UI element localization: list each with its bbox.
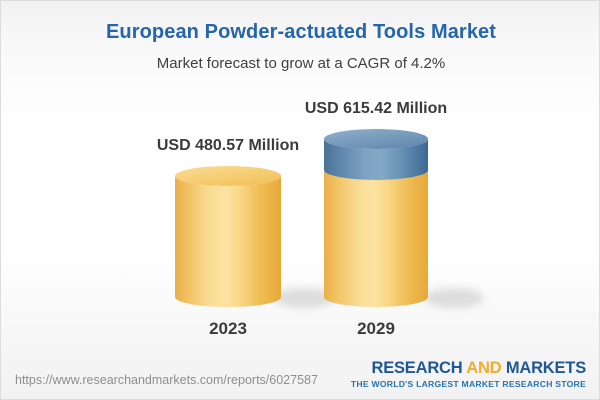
logo-wordmark: RESEARCH AND MARKETS bbox=[351, 360, 586, 377]
cylinder-2029-top bbox=[324, 129, 428, 149]
cylinder-2029-base-segment bbox=[324, 170, 428, 307]
research-and-markets-logo: RESEARCH AND MARKETS THE WORLD'S LARGEST… bbox=[351, 360, 586, 388]
logo-word-markets: MARKETS bbox=[505, 359, 586, 377]
category-label-2023: 2023 bbox=[209, 319, 247, 338]
cylinder-2023-top bbox=[175, 166, 281, 186]
value-label-2029: USD 615.42 Million bbox=[304, 100, 448, 117]
logo-tagline: THE WORLD'S LARGEST MARKET RESEARCH STOR… bbox=[350, 378, 586, 389]
cylinder-2023-shadow bbox=[274, 288, 334, 308]
value-label-2023: USD 480.57 Million bbox=[156, 137, 300, 154]
cylinder-2029-growth-segment bbox=[324, 139, 428, 180]
category-label-2029: 2029 bbox=[357, 319, 395, 338]
logo-word-research: RESEARCH bbox=[371, 359, 463, 377]
cylinder-2029 bbox=[324, 129, 428, 307]
report-url: https://www.researchandmarkets.com/repor… bbox=[15, 373, 318, 387]
cylinder-2023-body bbox=[175, 176, 281, 307]
cylinder-2023 bbox=[175, 166, 281, 307]
cylinder-2029-shadow bbox=[424, 288, 484, 308]
page-subtitle: Market forecast to grow at a CAGR of 4.2… bbox=[156, 55, 446, 72]
logo-word-and: AND bbox=[466, 359, 502, 377]
page-title: European Powder-actuated Tools Market bbox=[105, 21, 497, 43]
